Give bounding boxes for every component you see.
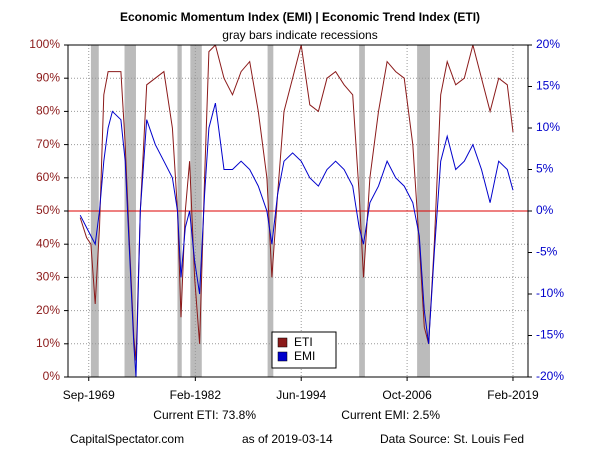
plot-area xyxy=(79,45,514,377)
y-tick-label: 60% xyxy=(36,170,60,184)
x-tick-label: Feb-1982 xyxy=(170,388,222,402)
plot-frame xyxy=(67,44,529,378)
chart-subtitle: gray bars indicate recessions xyxy=(222,28,377,42)
series-line xyxy=(79,102,514,377)
y2-tick-label: -5% xyxy=(536,245,558,259)
annotation: Current ETI: 73.8% xyxy=(153,408,256,422)
chart-title: Economic Momentum Index (EMI) | Economic… xyxy=(120,10,480,24)
x-tick-label: Jun-1994 xyxy=(276,388,326,402)
y2-tick-label: -20% xyxy=(536,369,564,383)
legend-label: ETI xyxy=(294,335,313,349)
y-tick-label: 0% xyxy=(43,369,61,383)
annotation: as of 2019-03-14 xyxy=(242,432,333,446)
y-tick-label: 90% xyxy=(36,70,60,84)
y2-tick-label: 20% xyxy=(536,37,560,51)
y-tick-label: 70% xyxy=(36,137,60,151)
annotation: Data Source: St. Louis Fed xyxy=(380,432,524,446)
x-tick-label: Oct-2006 xyxy=(382,388,432,402)
legend-swatch xyxy=(277,351,288,362)
y-tick-label: 50% xyxy=(36,203,60,217)
y-tick-label: 80% xyxy=(36,104,60,118)
y-tick-label: 30% xyxy=(36,270,60,284)
y2-tick-label: 15% xyxy=(536,79,560,93)
legend-swatch xyxy=(277,337,288,348)
x-tick-label: Sep-1969 xyxy=(63,388,115,402)
x-tick-label: Feb-2019 xyxy=(487,388,539,402)
annotation: Current EMI: 2.5% xyxy=(341,408,440,422)
legend-label: EMI xyxy=(294,349,315,363)
y2-tick-label: 0% xyxy=(536,203,554,217)
y2-tick-label: 5% xyxy=(536,162,554,176)
y2-tick-label: 10% xyxy=(536,120,560,134)
y2-tick-label: -10% xyxy=(536,286,564,300)
y-tick-label: 40% xyxy=(36,236,60,250)
y-tick-label: 20% xyxy=(36,303,60,317)
annotation: CapitalSpectator.com xyxy=(70,432,184,446)
y-tick-label: 100% xyxy=(29,37,60,51)
y-tick-label: 10% xyxy=(36,336,60,350)
y2-tick-label: -15% xyxy=(536,328,564,342)
series-line xyxy=(79,45,514,361)
